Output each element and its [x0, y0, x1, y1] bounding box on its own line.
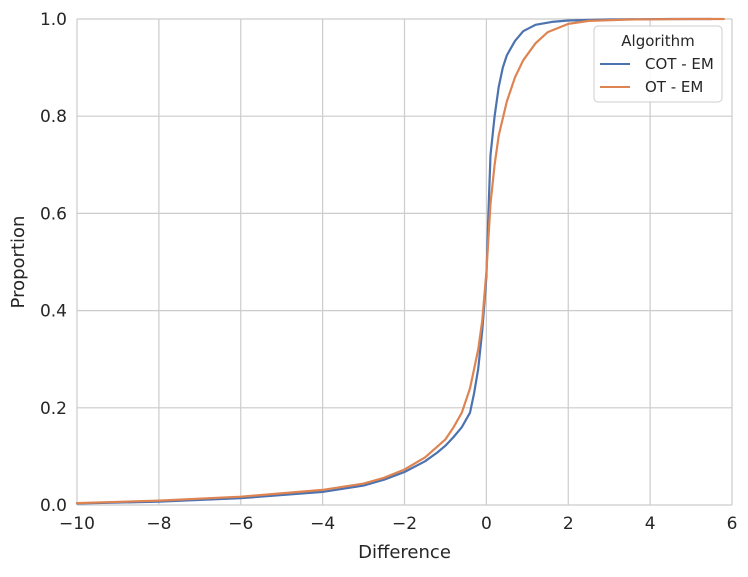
y-tick-label: 0.4	[40, 302, 67, 322]
x-tick-label: −4	[310, 514, 335, 534]
y-tick-label: 0.8	[40, 107, 67, 127]
legend-label-ot-em: OT - EM	[645, 78, 703, 96]
legend-box	[593, 25, 723, 103]
legend-title: Algorithm	[621, 32, 694, 50]
y-tick-label: 0.0	[40, 496, 67, 516]
x-tick-label: −2	[392, 514, 417, 534]
x-tick-label: 6	[727, 514, 738, 534]
x-tick-labels: −10 −8 −6 −4 −2 0 2 4 6	[59, 514, 737, 534]
y-tick-label: 0.6	[40, 204, 67, 224]
x-tick-label: −6	[228, 514, 253, 534]
x-tick-label: 0	[481, 514, 492, 534]
series-line-ot-em	[75, 17, 725, 505]
legend: Algorithm COT - EM OT - EM	[593, 25, 723, 103]
x-tick-label: 4	[645, 514, 656, 534]
x-tick-label: −10	[59, 514, 95, 534]
series-lines	[75, 17, 725, 505]
x-tick-label: 2	[563, 514, 574, 534]
legend-label-cot-em: COT - EM	[645, 55, 714, 73]
y-tick-label: 1.0	[40, 10, 67, 30]
y-tick-label: 0.2	[40, 399, 67, 419]
y-axis-label: Proportion	[8, 216, 29, 309]
x-tick-label: −8	[146, 514, 171, 534]
x-axis-label: Difference	[358, 542, 451, 563]
y-tick-labels: 0.0 0.2 0.4 0.6 0.8 1.0	[40, 10, 67, 516]
series-line-cot-em	[75, 17, 713, 505]
